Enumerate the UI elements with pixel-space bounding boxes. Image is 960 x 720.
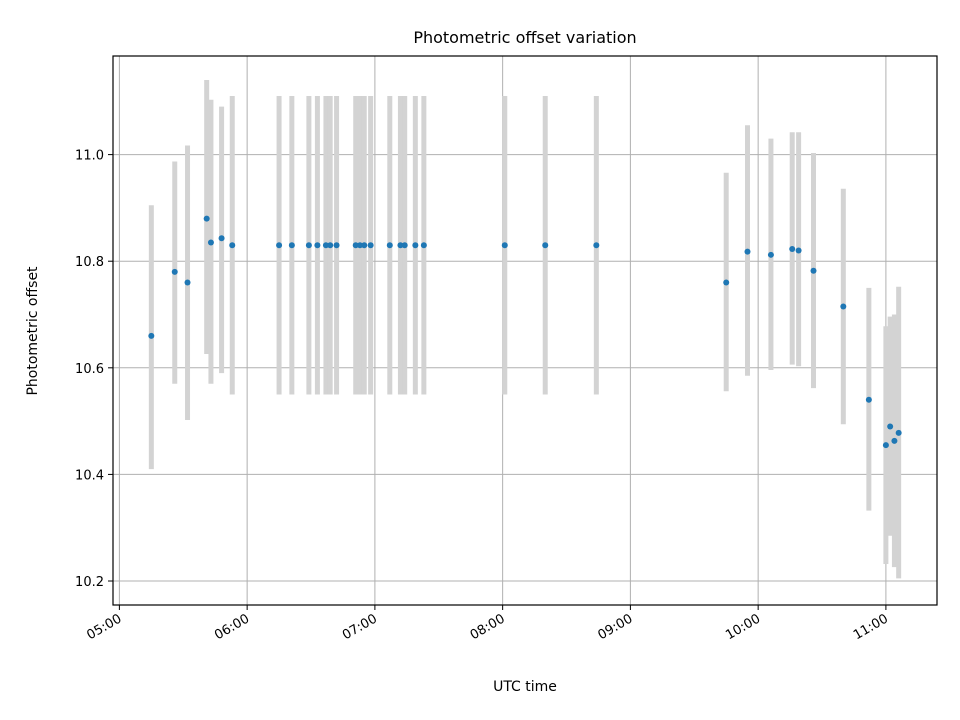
data-point — [810, 267, 817, 274]
data-point — [171, 268, 178, 275]
y-tick-label: 10.2 — [75, 575, 104, 590]
y-axis-ticks: 10.2 10.4 10.6 10.8 11.0 — [75, 149, 113, 590]
x-axis-label: UTC time — [493, 679, 557, 695]
y-tick-label: 11.0 — [75, 149, 104, 164]
data-point — [895, 429, 902, 436]
data-point — [420, 242, 427, 249]
plot-frame — [112, 55, 938, 606]
data-point — [352, 242, 359, 249]
data-point — [148, 332, 155, 339]
data-point — [305, 242, 312, 249]
data-point — [207, 239, 214, 246]
data-point — [501, 242, 508, 249]
data-point — [542, 242, 549, 249]
data-point — [288, 242, 295, 249]
data-point — [744, 248, 751, 255]
data-point — [314, 242, 321, 249]
y-tick-label: 10.4 — [75, 468, 104, 483]
data-point — [322, 242, 329, 249]
data-point — [401, 242, 408, 249]
data-point — [882, 442, 889, 449]
data-point — [229, 242, 236, 249]
data-point — [356, 242, 363, 249]
data-point — [327, 242, 334, 249]
data-point — [723, 279, 730, 286]
data-point — [840, 303, 847, 310]
y-axis-label: Photometric offset — [25, 266, 41, 396]
y-tick-label: 10.6 — [75, 362, 104, 377]
data-point — [397, 242, 404, 249]
data-point — [333, 242, 340, 249]
data-point — [276, 242, 283, 249]
y-tick-label: 10.8 — [75, 255, 104, 270]
data-point — [203, 215, 210, 222]
data-point — [361, 242, 368, 249]
data-point — [412, 242, 419, 249]
data-point — [887, 423, 894, 430]
chart-title: Photometric offset variation — [413, 28, 636, 47]
data-point — [593, 242, 600, 249]
data-point — [386, 242, 393, 249]
data-point — [789, 245, 796, 252]
data-point — [795, 247, 802, 254]
data-point — [865, 396, 872, 403]
data-point — [184, 279, 191, 286]
data-point — [767, 251, 774, 258]
data-point — [218, 235, 225, 242]
data-points — [148, 215, 902, 449]
data-point — [367, 242, 374, 249]
data-point — [891, 437, 898, 444]
